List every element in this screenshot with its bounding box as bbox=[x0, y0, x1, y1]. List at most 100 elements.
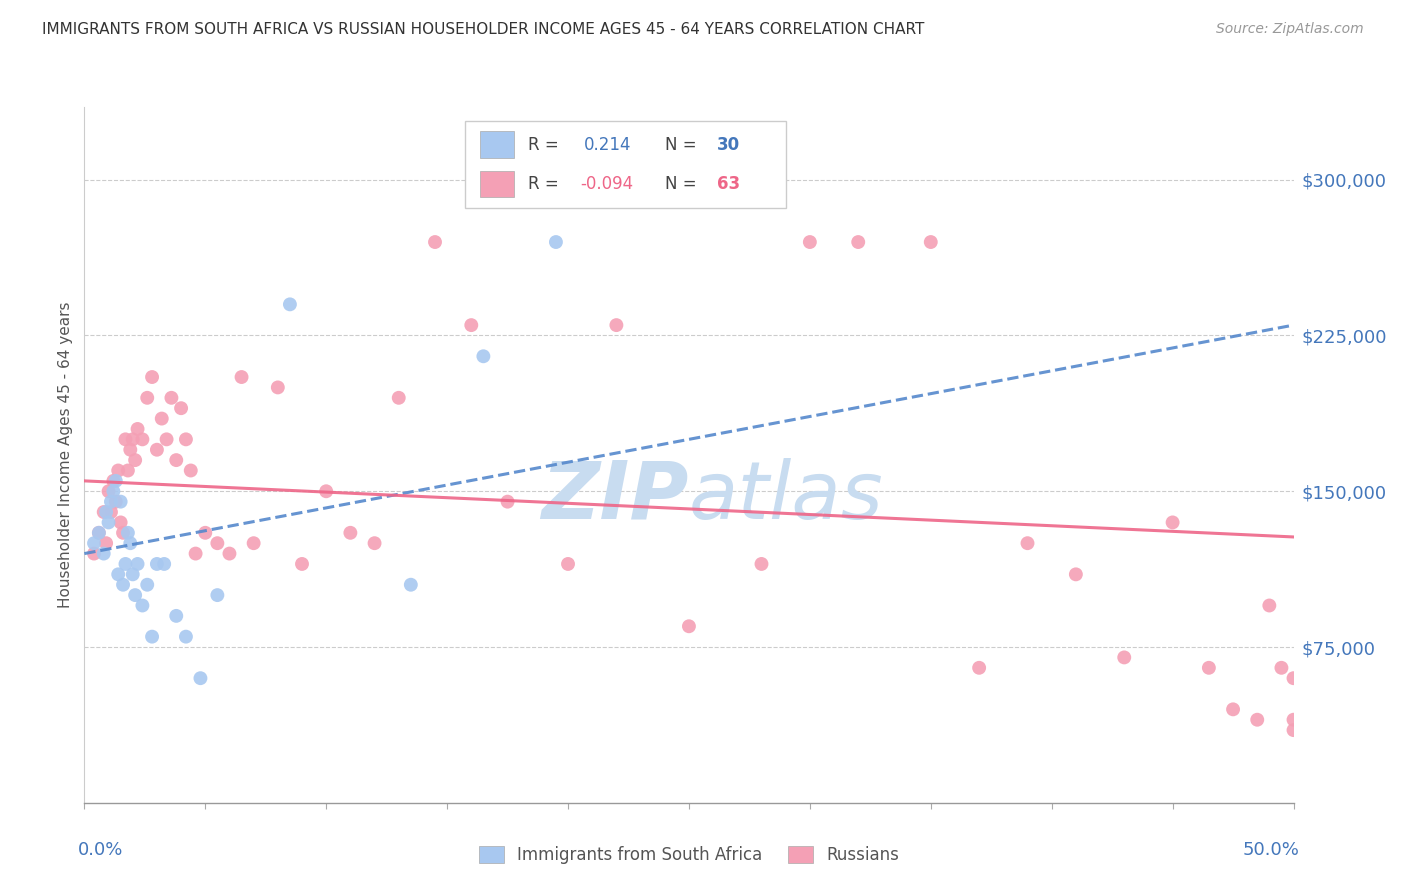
Point bbox=[1282, 713, 1305, 727]
Point bbox=[124, 453, 146, 467]
Point bbox=[83, 547, 105, 561]
Point bbox=[423, 235, 446, 249]
Point bbox=[231, 370, 253, 384]
Point bbox=[267, 380, 290, 394]
Point bbox=[242, 536, 264, 550]
Point bbox=[100, 494, 122, 508]
Text: Source: ZipAtlas.com: Source: ZipAtlas.com bbox=[1216, 22, 1364, 37]
Point bbox=[87, 525, 110, 540]
Point bbox=[117, 525, 139, 540]
Point bbox=[174, 433, 197, 447]
Point bbox=[751, 557, 773, 571]
Text: R =: R = bbox=[529, 136, 558, 153]
Point bbox=[104, 494, 127, 508]
Point bbox=[136, 391, 159, 405]
Point bbox=[184, 547, 207, 561]
Point bbox=[155, 433, 177, 447]
Point bbox=[131, 433, 153, 447]
Point bbox=[120, 536, 142, 550]
Text: 63: 63 bbox=[717, 175, 740, 194]
Point bbox=[110, 494, 132, 508]
Point bbox=[112, 525, 135, 540]
Point bbox=[87, 525, 110, 540]
Point bbox=[557, 557, 579, 571]
Point bbox=[1258, 599, 1281, 613]
Point bbox=[131, 599, 153, 613]
Point bbox=[967, 661, 990, 675]
Text: ZIP: ZIP bbox=[541, 458, 689, 536]
Text: atlas: atlas bbox=[689, 458, 884, 536]
Point bbox=[114, 557, 136, 571]
Point bbox=[1114, 650, 1136, 665]
Point bbox=[107, 567, 129, 582]
Point bbox=[472, 349, 495, 363]
Point bbox=[97, 516, 120, 530]
Point bbox=[100, 505, 122, 519]
Text: N =: N = bbox=[665, 175, 696, 194]
Point bbox=[1198, 661, 1220, 675]
Point bbox=[1222, 702, 1244, 716]
Point bbox=[544, 235, 567, 249]
Point bbox=[93, 547, 115, 561]
Point bbox=[112, 578, 135, 592]
Point bbox=[94, 536, 117, 550]
Text: R =: R = bbox=[529, 175, 558, 194]
Point bbox=[117, 463, 139, 477]
Point bbox=[141, 630, 163, 644]
Point bbox=[399, 578, 422, 592]
Point bbox=[153, 557, 176, 571]
Point bbox=[94, 505, 117, 519]
Point bbox=[218, 547, 240, 561]
Point bbox=[180, 463, 202, 477]
Point bbox=[1161, 516, 1184, 530]
Point bbox=[1270, 661, 1292, 675]
Legend: Immigrants from South Africa, Russians: Immigrants from South Africa, Russians bbox=[479, 846, 898, 864]
Point bbox=[107, 463, 129, 477]
Point bbox=[207, 536, 229, 550]
Point bbox=[165, 608, 187, 623]
Text: 30: 30 bbox=[717, 136, 740, 153]
Text: 50.0%: 50.0% bbox=[1243, 841, 1299, 859]
Point bbox=[920, 235, 942, 249]
Point bbox=[160, 391, 183, 405]
Point bbox=[1282, 723, 1305, 738]
Point bbox=[363, 536, 385, 550]
Point bbox=[110, 516, 132, 530]
Point bbox=[121, 567, 143, 582]
Text: 0.214: 0.214 bbox=[583, 136, 631, 153]
Point bbox=[207, 588, 229, 602]
Point bbox=[83, 536, 105, 550]
Point bbox=[141, 370, 163, 384]
Point bbox=[460, 318, 482, 332]
Point bbox=[1282, 671, 1305, 685]
Point bbox=[1064, 567, 1087, 582]
Point bbox=[174, 630, 197, 644]
Point bbox=[799, 235, 821, 249]
Point bbox=[127, 557, 149, 571]
Text: N =: N = bbox=[665, 136, 696, 153]
Point bbox=[291, 557, 314, 571]
Point bbox=[103, 474, 125, 488]
FancyBboxPatch shape bbox=[465, 121, 786, 208]
Point bbox=[339, 525, 361, 540]
Point bbox=[93, 505, 115, 519]
Point bbox=[127, 422, 149, 436]
Text: -0.094: -0.094 bbox=[581, 175, 633, 194]
Point bbox=[97, 484, 120, 499]
Point bbox=[136, 578, 159, 592]
Point bbox=[496, 494, 519, 508]
Point bbox=[190, 671, 212, 685]
Point bbox=[146, 442, 169, 457]
Text: IMMIGRANTS FROM SOUTH AFRICA VS RUSSIAN HOUSEHOLDER INCOME AGES 45 - 64 YEARS CO: IMMIGRANTS FROM SOUTH AFRICA VS RUSSIAN … bbox=[42, 22, 925, 37]
Point bbox=[846, 235, 869, 249]
Point bbox=[124, 588, 146, 602]
Point bbox=[605, 318, 627, 332]
Point bbox=[170, 401, 193, 416]
FancyBboxPatch shape bbox=[479, 131, 513, 158]
Point bbox=[194, 525, 217, 540]
Point bbox=[278, 297, 301, 311]
Point bbox=[121, 433, 143, 447]
FancyBboxPatch shape bbox=[479, 171, 513, 197]
Point bbox=[120, 442, 142, 457]
Point bbox=[104, 474, 127, 488]
